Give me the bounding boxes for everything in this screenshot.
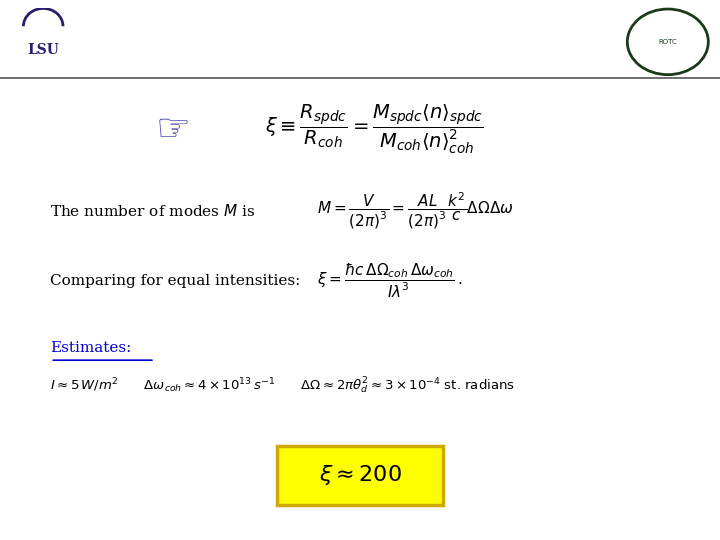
- Text: $M = \dfrac{V}{(2\pi)^3} = \dfrac{AL}{(2\pi)^3}\dfrac{k^2}{c}\Delta\Omega\Delta\: $M = \dfrac{V}{(2\pi)^3} = \dfrac{AL}{(2…: [317, 191, 513, 231]
- Text: $\xi \equiv \dfrac{R_{spdc}}{R_{coh}} = \dfrac{M_{spdc} \langle n \rangle_{spdc}: $\xi \equiv \dfrac{R_{spdc}}{R_{coh}} = …: [265, 103, 484, 156]
- Text: ☞: ☞: [156, 111, 190, 148]
- Text: Estimates:: Estimates:: [50, 341, 132, 355]
- Text: $\xi \approx 200$: $\xi \approx 200$: [318, 463, 402, 487]
- Text: ROTC: ROTC: [658, 39, 678, 45]
- Text: The number of modes $M$ is: The number of modes $M$ is: [50, 202, 256, 219]
- Text: LSU: LSU: [27, 43, 59, 57]
- Text: Comparing for equal intensities:: Comparing for equal intensities:: [50, 274, 301, 288]
- FancyBboxPatch shape: [277, 446, 443, 505]
- Text: $I \approx 5\,W/m^2 \qquad \Delta\omega_{coh} \approx 4\times10^{13}\,s^{-1} \qq: $I \approx 5\,W/m^2 \qquad \Delta\omega_…: [50, 376, 516, 396]
- Text: $\xi = \dfrac{\hbar c\, \Delta\Omega_{coh}\,\Delta\omega_{coh}}{I\lambda^3}\,.$: $\xi = \dfrac{\hbar c\, \Delta\Omega_{co…: [317, 262, 462, 300]
